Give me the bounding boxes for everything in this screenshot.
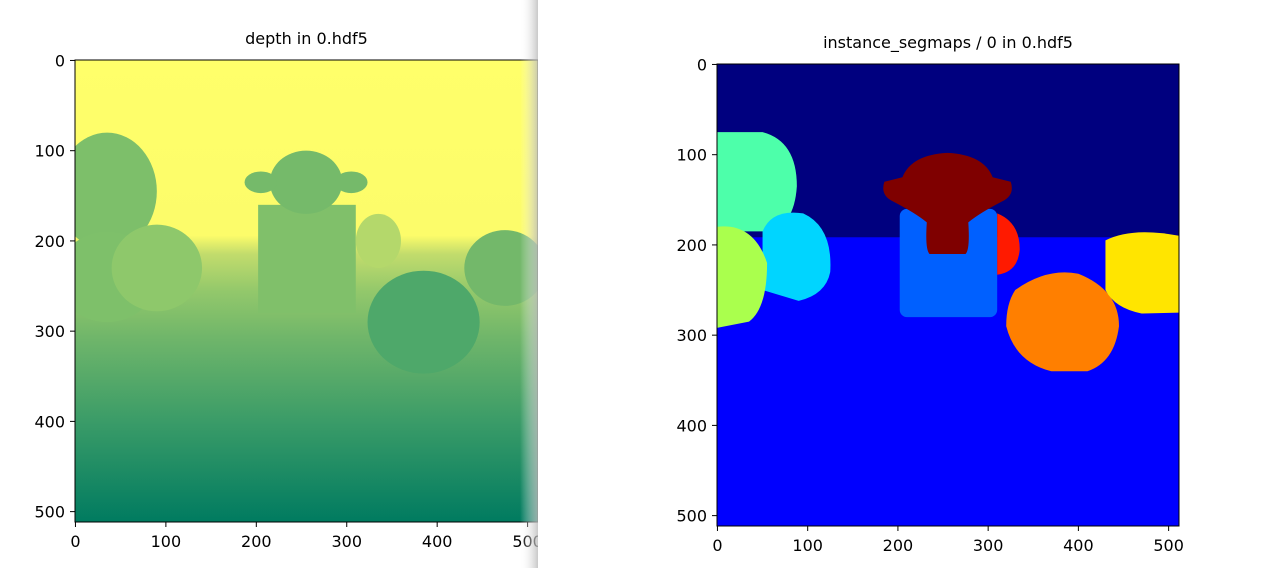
y-tick-label: 100 <box>676 146 707 165</box>
y-tick-label: 200 <box>34 232 65 251</box>
y-tick-label: 500 <box>676 507 707 526</box>
x-tick-label: 400 <box>1063 536 1094 555</box>
x-tick-label: 100 <box>151 532 182 551</box>
window-edge <box>538 0 638 568</box>
x-tick-label: 300 <box>973 536 1004 555</box>
y-tick-label: 100 <box>34 142 65 161</box>
y-tick-label: 0 <box>55 51 65 70</box>
depth-panel: depth in 0.hdf5 0 100 200 300 400 500 0 100 200 30… <box>34 29 542 551</box>
panel-title: depth in 0.hdf5 <box>245 29 368 48</box>
y-tick-label: 0 <box>697 55 707 74</box>
x-tick-label: 300 <box>331 532 362 551</box>
y-tick-label: 300 <box>676 326 707 345</box>
x-tick-label: 500 <box>1153 536 1184 555</box>
x-tick-label: 100 <box>792 536 823 555</box>
y-tick-label: 300 <box>34 322 65 341</box>
x-tick-label: 200 <box>883 536 914 555</box>
window-shadow <box>520 0 538 568</box>
y-tick-label: 400 <box>34 412 65 431</box>
y-tick-label: 500 <box>34 503 65 522</box>
x-tick-label: 0 <box>70 532 80 551</box>
x-tick-label: 0 <box>712 536 722 555</box>
segmap-image <box>717 64 1179 526</box>
y-tick-label: 400 <box>676 416 707 435</box>
x-tick-label: 400 <box>422 532 453 551</box>
depth-image <box>75 60 538 522</box>
x-tick-label: 200 <box>241 532 272 551</box>
panel-title: instance_segmaps / 0 in 0.hdf5 <box>823 33 1073 53</box>
segmap-panel: instance_segmaps / 0 in 0.hdf5 0 100 200 300… <box>676 33 1183 555</box>
y-tick-label: 200 <box>676 236 707 255</box>
